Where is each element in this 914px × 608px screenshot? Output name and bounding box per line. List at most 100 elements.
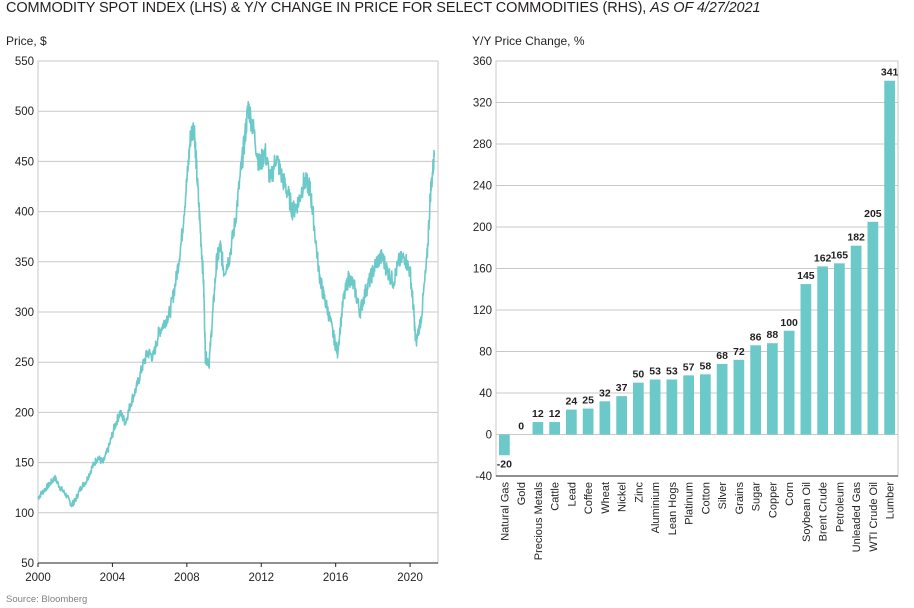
x-tick-label: Silver (717, 482, 729, 510)
data-label: 68 (716, 350, 728, 362)
bar (532, 422, 544, 435)
data-label: 162 (814, 252, 832, 264)
x-tick-label: 2004 (100, 572, 126, 584)
bar (767, 343, 778, 435)
data-label: 88 (767, 329, 779, 341)
y-tick-label: 300 (15, 307, 34, 319)
bar (783, 330, 795, 435)
data-label: 12 (532, 408, 544, 420)
x-tick-label: Lean Hogs (667, 482, 679, 536)
x-tick-label: 2012 (248, 572, 274, 584)
x-tick-label: Sugar (751, 482, 763, 512)
data-label: 0 (518, 421, 524, 433)
x-tick-label: Corn (784, 482, 796, 506)
y-tick-label: 400 (15, 207, 34, 219)
data-label: 205 (864, 208, 882, 220)
x-tick-label: Coffee (583, 482, 595, 514)
y-tick-label: 100 (15, 508, 34, 520)
title-main: COMMODITY SPOT INDEX (LHS) & Y/Y CHANGE … (6, 0, 647, 16)
bar (834, 263, 845, 435)
y-tick-label: 500 (15, 106, 34, 118)
bar (700, 374, 711, 435)
bar (750, 345, 761, 435)
y-tick-label: 200 (15, 407, 34, 419)
x-tick-label: 2016 (323, 572, 349, 584)
bar (850, 245, 862, 435)
x-tick-label: Precious Metals (533, 482, 545, 561)
data-label: 72 (733, 346, 745, 358)
commodity-spot-index-chart: Price, $ 50 100 150 200 250 300 350 400 450 500 550… (6, 34, 439, 584)
bar (649, 379, 661, 435)
x-tick-label: Soybean Oil (801, 482, 813, 542)
data-label: 182 (847, 232, 865, 244)
x-tick-label: Grains (734, 482, 746, 515)
source-note: Source: Bloomberg (6, 594, 88, 605)
y-tick-label: 160 (473, 264, 492, 276)
data-label: 53 (666, 366, 678, 378)
data-label: 86 (750, 331, 762, 343)
y-tick-label: 450 (15, 156, 34, 168)
bar (800, 284, 812, 435)
x-tick-label: Aluminium (650, 482, 662, 533)
series-line (37, 100, 436, 508)
data-label: 25 (582, 395, 594, 407)
data-label: 165 (831, 249, 849, 261)
bar (817, 266, 828, 435)
x-tick-label: Lumber (885, 482, 897, 520)
x-tick-label: Copper (767, 482, 779, 518)
data-label: -20 (497, 458, 512, 470)
bar (716, 363, 728, 435)
bar (499, 434, 510, 456)
page-title: COMMODITY SPOT INDEX (LHS) & Y/Y CHANGE … (6, 0, 761, 16)
x-tick-label: Wheat (600, 482, 612, 514)
x-tick-label: Cotton (700, 482, 712, 514)
data-label: 145 (797, 270, 815, 282)
data-label: 24 (566, 396, 578, 408)
y-axis-title: Price, $ (6, 34, 47, 48)
x-tick-label: Gold (516, 482, 528, 505)
y-tick-label: 40 (479, 388, 492, 400)
bar (884, 80, 895, 435)
x-tick-label: 2020 (397, 572, 423, 584)
data-label: 53 (649, 366, 661, 378)
bar (599, 401, 611, 435)
y-tick-label: 240 (473, 181, 492, 193)
data-label: 341 (881, 67, 899, 79)
x-tick-label: Platinum (684, 482, 696, 525)
x-tick-label: Cattle (550, 482, 562, 511)
y-tick-label: 350 (15, 257, 34, 269)
y-tick-label: 250 (15, 357, 34, 369)
bar (566, 409, 577, 435)
data-label: 58 (700, 360, 712, 372)
y-tick-label: 360 (473, 56, 492, 68)
x-tick-label: Nickel (617, 482, 629, 512)
y-tick-label: 280 (473, 139, 492, 151)
y-tick-label: -40 (475, 471, 492, 483)
y-tick-label: 320 (473, 98, 492, 110)
x-tick-label: Petroleum (834, 482, 846, 532)
x-tick-label: Natural Gas (499, 482, 511, 541)
y-tick-label: 0 (486, 430, 492, 442)
bar (582, 408, 594, 435)
bar (616, 396, 627, 435)
x-tick-label: WTI Crude Oil (868, 482, 880, 552)
x-tick-label: Unleaded Gas (851, 482, 863, 553)
x-tick-label: Zinc (633, 482, 645, 503)
data-label: 12 (549, 408, 561, 420)
bar (733, 359, 745, 435)
y-tick-label: 550 (15, 56, 34, 68)
x-tick-label: 2008 (174, 572, 200, 584)
data-label: 32 (599, 387, 611, 399)
y-tick-label: 120 (473, 305, 492, 317)
bar (549, 422, 560, 435)
data-label: 50 (633, 369, 645, 381)
bar (867, 221, 879, 435)
yoy-price-change-chart: Y/Y Price Change, %-40040801201602002402… (472, 34, 899, 560)
y-tick-label: 50 (21, 558, 34, 570)
data-label: 37 (616, 382, 628, 394)
x-tick-label: 2000 (25, 572, 51, 584)
y-tick-label: 80 (479, 347, 492, 359)
bar (633, 382, 644, 435)
y-tick-label: 150 (15, 458, 34, 470)
